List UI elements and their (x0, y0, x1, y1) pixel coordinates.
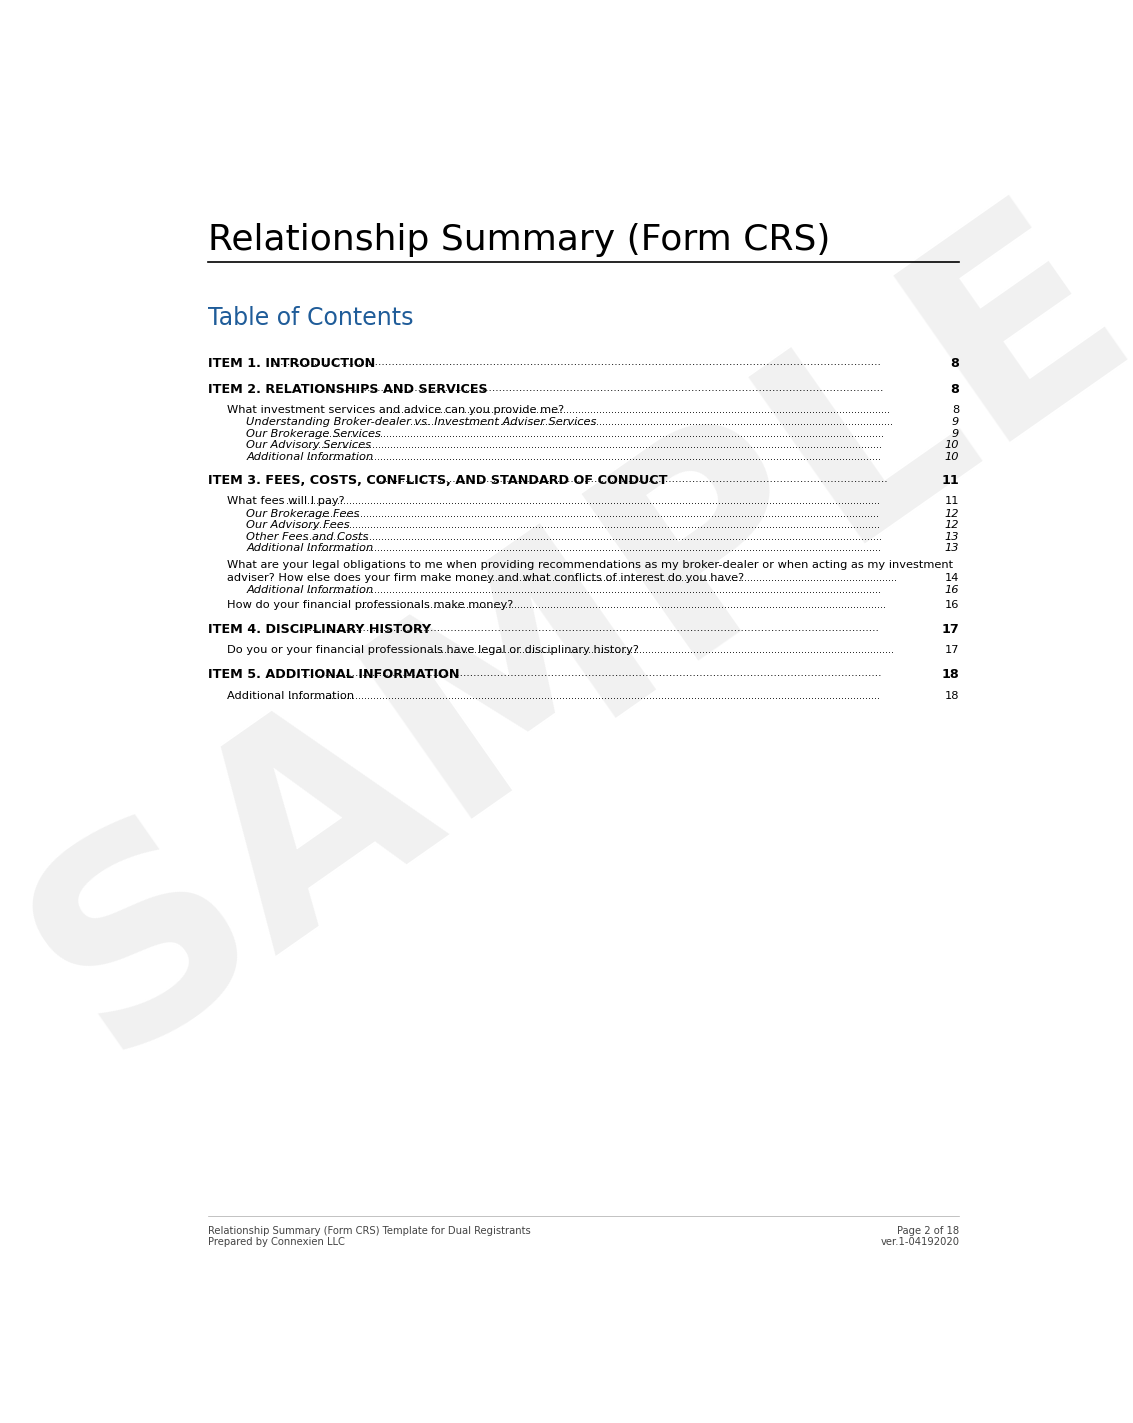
Text: 14: 14 (945, 572, 960, 582)
Text: What are your legal obligations to me when providing recommendations as my broke: What are your legal obligations to me wh… (227, 559, 953, 569)
Text: ................................................................................: ........................................… (297, 509, 879, 519)
Text: ................................................................................: ........................................… (432, 645, 894, 655)
Text: 11: 11 (942, 474, 960, 487)
Text: ................................................................................: ........................................… (271, 357, 881, 367)
Text: ................................................................................: ........................................… (308, 585, 881, 595)
Text: ................................................................................: ........................................… (303, 532, 881, 542)
Text: 10: 10 (945, 453, 960, 462)
Text: ver.1-04192020: ver.1-04192020 (880, 1237, 960, 1247)
Text: Understanding Broker-dealer vs. Investment Adviser Services: Understanding Broker-dealer vs. Investme… (246, 417, 597, 427)
Text: ................................................................................: ........................................… (301, 669, 883, 679)
Text: ................................................................................: ........................................… (308, 453, 881, 462)
Text: ................................................................................: ........................................… (314, 383, 885, 393)
Text: Our Advisory Fees: Our Advisory Fees (246, 521, 350, 531)
Text: What investment services and advice can you provide me?: What investment services and advice can … (227, 404, 564, 416)
Text: 18: 18 (942, 669, 960, 682)
Text: Other Fees and Costs: Other Fees and Costs (246, 532, 368, 542)
Text: 12: 12 (945, 509, 960, 519)
Text: 17: 17 (945, 645, 960, 655)
Text: Page 2 of 18: Page 2 of 18 (897, 1227, 960, 1237)
Text: How do your financial professionals make money?: How do your financial professionals make… (227, 599, 513, 609)
Text: 10: 10 (945, 440, 960, 450)
Text: ITEM 3. FEES, COSTS, CONFLICTS, AND STANDARD OF CONDUCT: ITEM 3. FEES, COSTS, CONFLICTS, AND STAN… (207, 474, 667, 487)
Text: Our Brokerage Services: Our Brokerage Services (246, 428, 381, 438)
Text: 11: 11 (945, 497, 960, 507)
Text: ................................................................................: ........................................… (410, 417, 893, 427)
Text: ................................................................................: ........................................… (296, 623, 879, 633)
Text: 13: 13 (945, 544, 960, 554)
Text: ................................................................................: ........................................… (380, 404, 889, 416)
Text: 18: 18 (945, 690, 960, 700)
Text: ITEM 2. RELATIONSHIPS AND SERVICES: ITEM 2. RELATIONSHIPS AND SERVICES (207, 383, 487, 396)
Text: Additional Information: Additional Information (227, 690, 353, 700)
Text: ................................................................................: ........................................… (295, 521, 879, 531)
Text: Relationship Summary (Form CRS): Relationship Summary (Form CRS) (207, 223, 829, 258)
Text: Table of Contents: Table of Contents (207, 306, 414, 330)
Text: 17: 17 (942, 623, 960, 636)
Text: ITEM 4. DISCIPLINARY HISTORY: ITEM 4. DISCIPLINARY HISTORY (207, 623, 431, 636)
Text: 8: 8 (952, 404, 960, 416)
Text: 9: 9 (952, 428, 960, 438)
Text: ITEM 1. INTRODUCTION: ITEM 1. INTRODUCTION (207, 357, 375, 370)
Text: ................................................................................: ........................................… (308, 544, 881, 554)
Text: Our Brokerage Fees: Our Brokerage Fees (246, 509, 359, 519)
Text: ................................................................................: ........................................… (378, 474, 888, 484)
Text: 13: 13 (945, 532, 960, 542)
Text: Prepared by Connexien LLC: Prepared by Connexien LLC (207, 1237, 344, 1247)
Text: 8: 8 (951, 383, 960, 396)
Text: Do you or your financial professionals have legal or disciplinary history?: Do you or your financial professionals h… (227, 645, 639, 655)
Text: ................................................................................: ........................................… (287, 497, 880, 507)
Text: ................................................................................: ........................................… (306, 440, 881, 450)
Text: ................................................................................: ........................................… (358, 599, 886, 609)
Text: 12: 12 (945, 521, 960, 531)
Text: 16: 16 (945, 599, 960, 609)
Text: SAMPLE: SAMPLE (0, 162, 1133, 1107)
Text: ITEM 5. ADDITIONAL INFORMATION: ITEM 5. ADDITIONAL INFORMATION (207, 669, 459, 682)
Text: Additional Information: Additional Information (246, 585, 374, 595)
Text: Additional Information: Additional Information (246, 544, 374, 554)
Text: 8: 8 (951, 357, 960, 370)
Text: ................................................................................: ........................................… (308, 428, 885, 438)
Text: What fees will I pay?: What fees will I pay? (227, 497, 344, 507)
Text: 16: 16 (945, 585, 960, 595)
Text: Our Advisory Services: Our Advisory Services (246, 440, 372, 450)
Text: Relationship Summary (Form CRS) Template for Dual Registrants: Relationship Summary (Form CRS) Template… (207, 1227, 530, 1237)
Text: ................................................................................: ........................................… (468, 572, 897, 582)
Text: adviser? How else does your firm make money and what conflicts of interest do yo: adviser? How else does your firm make mo… (227, 572, 744, 582)
Text: 9: 9 (952, 417, 960, 427)
Text: ................................................................................: ........................................… (289, 690, 880, 700)
Text: Additional Information: Additional Information (246, 453, 374, 462)
